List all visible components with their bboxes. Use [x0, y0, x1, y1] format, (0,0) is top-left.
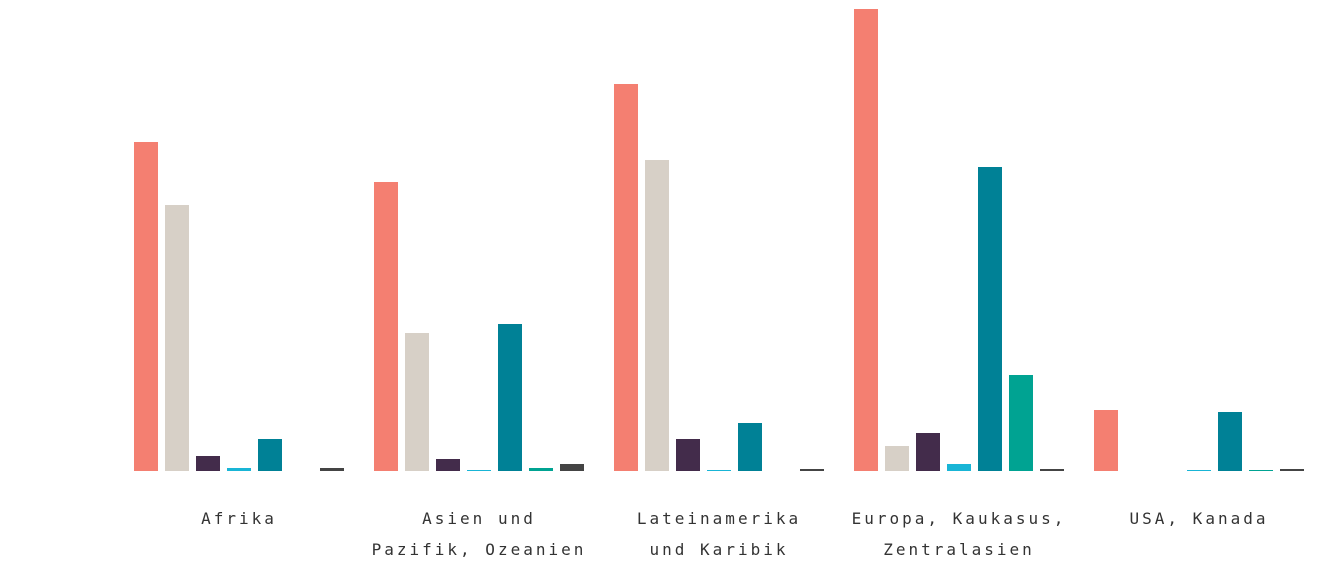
bar [436, 459, 460, 471]
bar [227, 468, 251, 471]
bar [645, 160, 669, 471]
x-tick-label: Lateinamerika und Karibik [636, 509, 802, 559]
bar [467, 470, 491, 471]
bar [560, 464, 584, 471]
bar [374, 182, 398, 471]
bar [1249, 470, 1273, 471]
bar [978, 167, 1002, 471]
bar [1280, 469, 1304, 471]
bar [196, 456, 220, 471]
bar [947, 464, 971, 471]
x-tick-label: Asien und Pazifik, Ozeanien [371, 509, 587, 559]
bar [529, 468, 553, 471]
bar [1187, 470, 1211, 471]
bar [1094, 410, 1118, 471]
bar [738, 423, 762, 471]
bar [1218, 412, 1242, 471]
bar [1009, 375, 1033, 471]
x-tick-label: Europa, Kaukasus, Zentralasien [851, 509, 1067, 559]
x-tick-label: USA, Kanada [1129, 509, 1269, 528]
bar [614, 84, 638, 471]
x-tick-label: Afrika [201, 509, 277, 528]
bar [498, 324, 522, 471]
bar [800, 469, 824, 471]
bar [165, 205, 189, 471]
bar [258, 439, 282, 471]
bar [916, 433, 940, 471]
bar [676, 439, 700, 471]
bar [885, 446, 909, 471]
bar [854, 9, 878, 471]
bar [320, 468, 344, 471]
bar [707, 470, 731, 471]
bar [1040, 469, 1064, 471]
bar [405, 333, 429, 471]
bar [134, 142, 158, 471]
